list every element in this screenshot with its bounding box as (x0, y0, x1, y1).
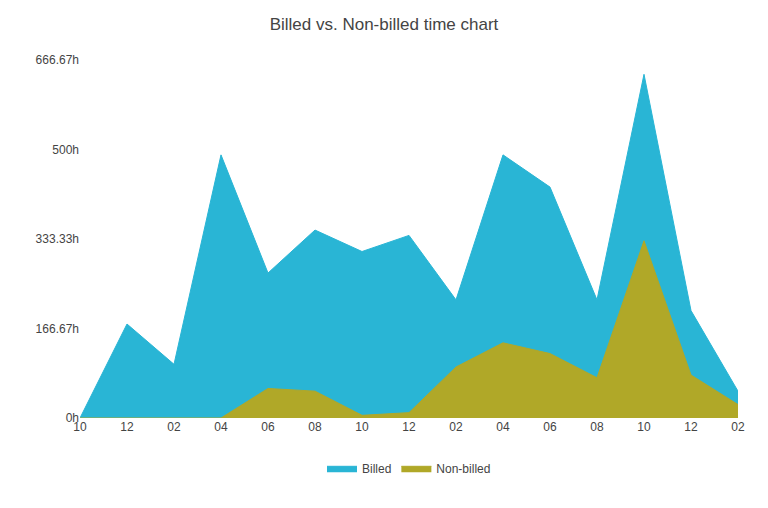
svg-text:06: 06 (543, 420, 557, 434)
svg-text:10: 10 (637, 420, 651, 434)
svg-text:12: 12 (120, 420, 134, 434)
svg-text:12: 12 (402, 420, 416, 434)
svg-text:04: 04 (214, 420, 228, 434)
svg-text:08: 08 (308, 420, 322, 434)
svg-text:06: 06 (261, 420, 275, 434)
svg-text:02: 02 (731, 420, 745, 434)
svg-text:500h: 500h (52, 143, 79, 157)
svg-text:333.33h: 333.33h (36, 232, 79, 246)
svg-text:166.67h: 166.67h (36, 322, 79, 336)
svg-text:666.67h: 666.67h (36, 53, 79, 67)
svg-text:12: 12 (684, 420, 698, 434)
svg-text:0h: 0h (66, 411, 79, 425)
svg-text:Non-billed: Non-billed (436, 462, 490, 476)
svg-text:Billed: Billed (362, 462, 391, 476)
svg-text:02: 02 (449, 420, 463, 434)
svg-text:02: 02 (167, 420, 181, 434)
svg-text:08: 08 (590, 420, 604, 434)
svg-text:04: 04 (496, 420, 510, 434)
svg-text:10: 10 (73, 420, 87, 434)
svg-text:10: 10 (355, 420, 369, 434)
svg-text:Billed vs. Non-billed time cha: Billed vs. Non-billed time chart (270, 15, 499, 34)
